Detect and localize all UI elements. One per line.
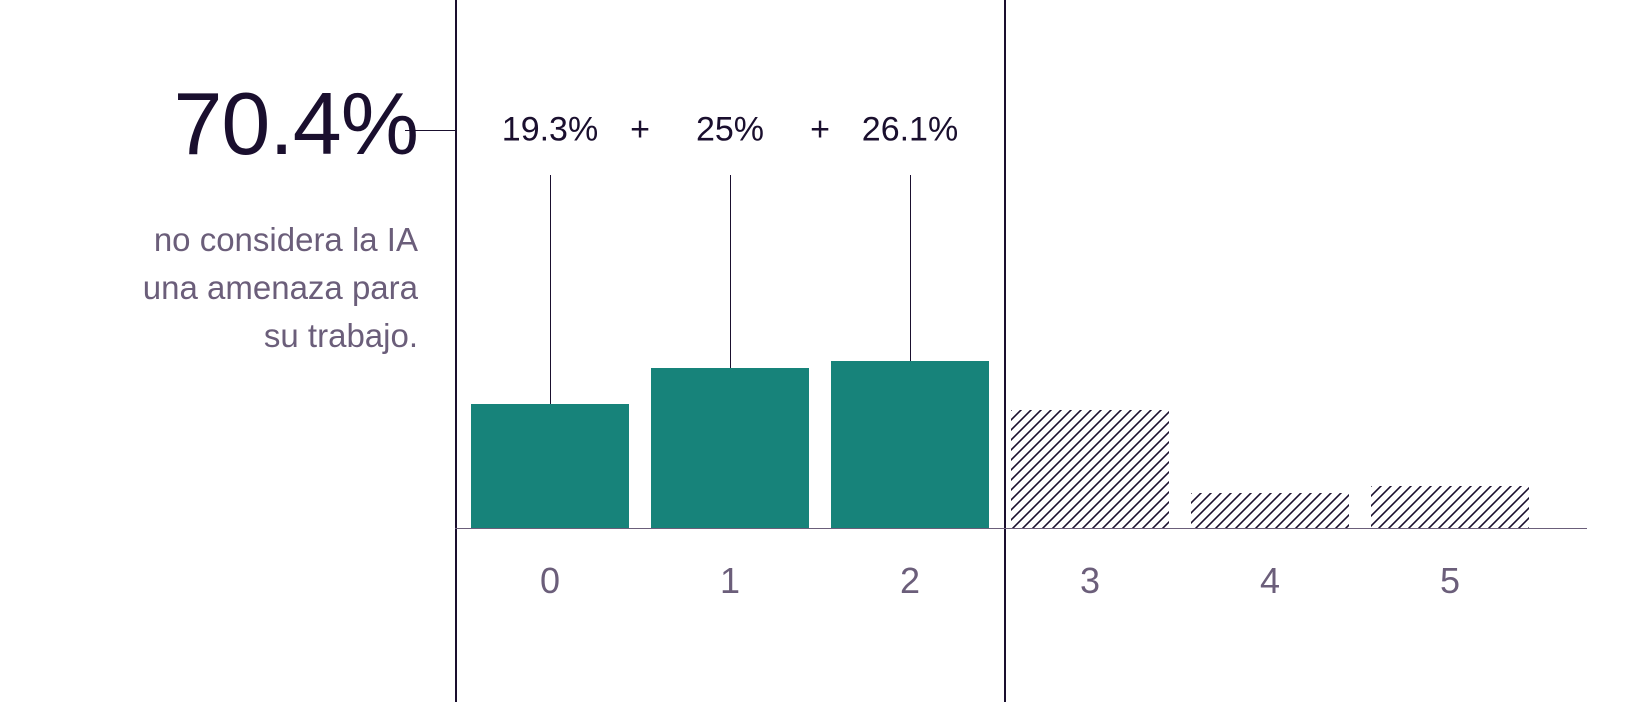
bar-2 xyxy=(831,361,989,528)
stage: 70.4% no considera la IAuna amenaza para… xyxy=(0,0,1648,702)
x-label-0: 0 xyxy=(540,560,560,602)
x-axis xyxy=(455,528,1587,529)
leader-line-2 xyxy=(910,175,911,361)
bar-1 xyxy=(651,368,809,528)
bar-5 xyxy=(1371,486,1529,528)
bar-0 xyxy=(471,404,629,528)
bar-chart xyxy=(0,0,1648,702)
leader-line-0 xyxy=(550,175,551,404)
leader-line-1 xyxy=(730,175,731,368)
x-label-5: 5 xyxy=(1440,560,1460,602)
x-label-3: 3 xyxy=(1080,560,1100,602)
x-label-1: 1 xyxy=(720,560,740,602)
x-label-2: 2 xyxy=(900,560,920,602)
bar-4 xyxy=(1191,493,1349,528)
x-label-4: 4 xyxy=(1260,560,1280,602)
bar-3 xyxy=(1011,410,1169,528)
